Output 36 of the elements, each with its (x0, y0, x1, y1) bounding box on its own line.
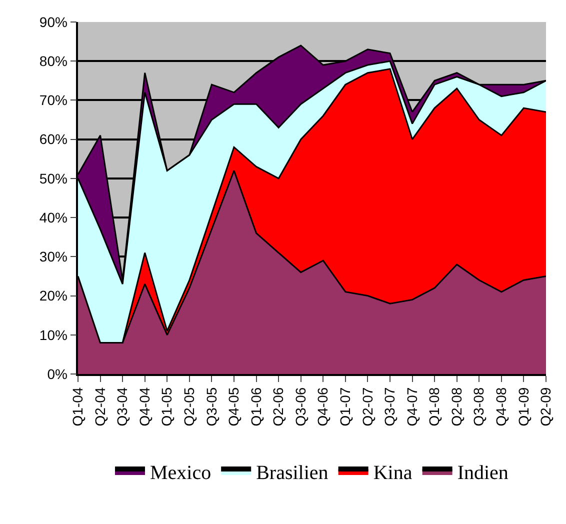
x-tick-label: Q1-08 (426, 387, 442, 426)
x-tick-label: Q3-06 (292, 387, 308, 426)
x-tick-label: Q1-04 (70, 387, 86, 426)
y-tick-label: 0% (47, 366, 68, 382)
x-tick-label: Q2-04 (92, 387, 108, 426)
legend-label: Indien (457, 462, 508, 484)
x-tick-label: Q3-04 (114, 387, 130, 426)
y-tick-label: 10% (39, 326, 68, 343)
x-tick-label: Q3-07 (382, 387, 398, 426)
x-tick-label: Q3-08 (470, 387, 487, 426)
y-tick-label: 60% (39, 131, 68, 148)
y-tick-label: 70% (39, 92, 68, 108)
legend-label: Brasilien (256, 462, 328, 484)
x-tick-label: Q4-05 (226, 387, 242, 426)
y-tick-label: 50% (39, 170, 68, 186)
y-tick-label: 90% (39, 14, 68, 30)
x-tick-label: Q2-07 (359, 387, 376, 426)
y-tick-label: 80% (39, 53, 68, 70)
y-tick-label: 30% (39, 248, 68, 265)
x-tick-label: Q4-04 (136, 387, 152, 426)
x-tick-label: Q4-06 (314, 387, 331, 426)
x-tick-label: Q4-08 (492, 387, 509, 426)
x-tick-label: Q2-08 (448, 387, 464, 426)
x-tick-label: Q2-06 (270, 387, 286, 426)
x-tick-label: Q2-05 (180, 387, 197, 426)
x-tick-label: Q4-07 (404, 387, 420, 426)
x-tick-label: Q1-07 (336, 387, 353, 426)
x-tick-label: Q1-09 (515, 387, 532, 426)
legend-label: Mexico (150, 462, 212, 484)
y-tick-label: 40% (39, 209, 68, 226)
x-tick-label: Q1-05 (158, 387, 175, 426)
x-tick-label: Q2-09 (538, 387, 554, 426)
x-tick-label: Q1-06 (248, 387, 264, 426)
x-tick-label: Q3-05 (203, 387, 220, 426)
legend-label: Kina (373, 462, 412, 484)
y-tick-label: 20% (39, 288, 68, 304)
